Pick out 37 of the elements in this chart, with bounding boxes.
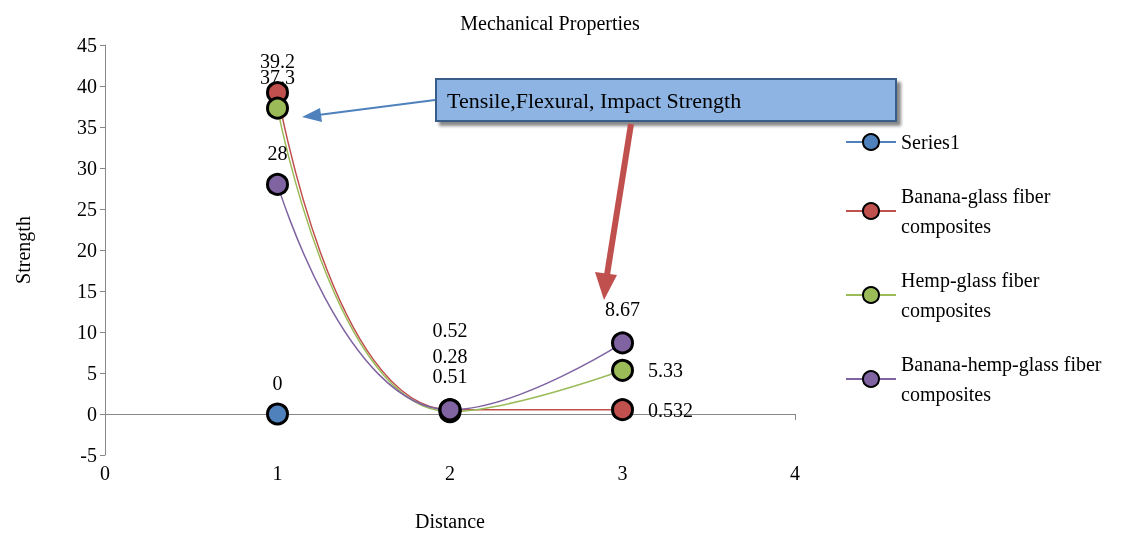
y-tick-label: 10 [77,321,97,343]
y-tick-label: 45 [77,34,97,56]
y-tick-label: -5 [80,444,97,466]
callout-box: Tensile,Flexural, Impact Strength [435,78,897,122]
point [611,398,634,422]
data-label: 28 [267,141,288,164]
chart-title: Mechanical Properties [460,12,640,35]
point [266,96,289,120]
y-tick-label: 0 [87,403,97,425]
legend-label: Banana-hemp-glass fiber composites [901,353,1107,406]
y-tick-label: 35 [77,116,97,138]
point [266,402,289,426]
y-axis-title: Strength [12,216,35,284]
x-tick-label: 2 [445,462,455,484]
data-label: 8.67 [605,298,640,321]
data-label: 5.33 [648,359,683,382]
data-label: 0.28 [432,345,468,368]
point [611,331,634,355]
legend-label: Banana-glass fiber composites [901,185,1056,238]
point [266,172,289,196]
y-tick-label: 25 [77,198,97,220]
data-label: 0.51 [432,365,468,388]
y-tick-label: 15 [77,280,97,302]
y-tick-label: 5 [87,362,97,384]
data-label: 0 [272,371,283,394]
x-tick-label: 3 [617,462,628,484]
point [611,358,634,382]
legend-label: Hemp-glass fiber composites [901,269,1045,322]
y-tick-label: 40 [77,75,97,97]
legend-label: Series1 [901,131,960,153]
data-label: 0.532 [648,398,693,421]
data-label: 0.52 [432,319,468,342]
y-tick-label: 30 [77,157,97,179]
x-tick-label: 1 [272,462,283,484]
x-tick-label: 4 [790,462,800,484]
x-axis-title: Distance [415,510,486,532]
y-tick-label: 20 [77,239,97,261]
